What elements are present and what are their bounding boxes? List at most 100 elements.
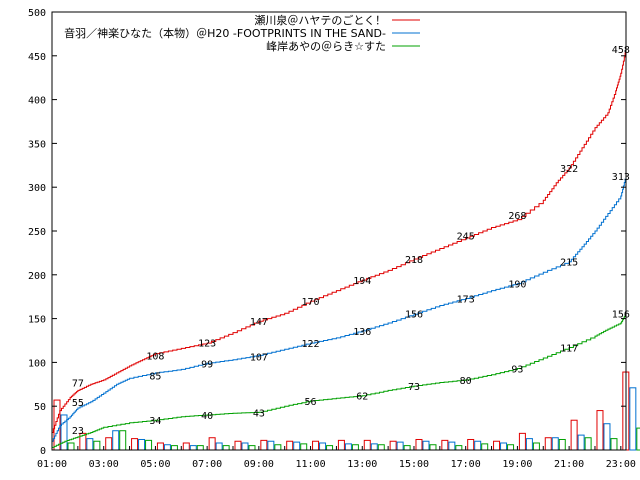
x-tick-label: 11:00 (296, 459, 326, 470)
data-label: 458 (612, 45, 630, 56)
y-tick-label: 500 (28, 8, 46, 19)
bar-1 (337, 439, 345, 451)
data-label: 93 (511, 365, 523, 376)
data-label: 34 (149, 416, 161, 427)
x-tick-label: 13:00 (347, 459, 377, 470)
bar-3 (351, 444, 359, 451)
bar-3 (507, 444, 515, 451)
legend-label: 音羽／神楽ひなた（本物）＠H20 -FOOTPRINTS IN THE SAND… (64, 26, 386, 40)
legend-label: 瀬川泉＠ハヤテのごとく！ (254, 13, 386, 27)
data-label: 136 (353, 327, 371, 338)
data-label: 56 (305, 397, 317, 408)
bar-1 (596, 410, 604, 451)
data-label: 215 (560, 258, 578, 269)
bar-2 (86, 438, 94, 451)
hourly-bars (53, 371, 640, 451)
series-line-1 (52, 48, 627, 433)
x-tick-label: 23:00 (606, 459, 636, 470)
x-tick-label: 21:00 (554, 459, 584, 470)
bar-3 (481, 443, 489, 451)
y-tick-label: 100 (28, 358, 46, 369)
bar-3 (377, 444, 385, 451)
x-tick-label: 05:00 (140, 459, 170, 470)
series-lines (52, 48, 627, 448)
bar-2 (344, 443, 352, 451)
bar-2 (319, 442, 327, 451)
bar-1 (312, 440, 320, 451)
x-tick-label: 09:00 (244, 459, 274, 470)
bar-1 (544, 437, 552, 451)
bar-2 (215, 442, 223, 451)
y-tick-label: 350 (28, 139, 46, 150)
y-tick-label: 250 (28, 227, 46, 238)
x-axis: 01:00 03:00 05:00 07:00 09:00 11:00 13:00 15:00… (37, 446, 636, 470)
x-tick-label: 07:00 (192, 459, 222, 470)
data-label: 123 (198, 338, 216, 349)
x-tick-label: 15:00 (399, 459, 429, 470)
bar-2 (267, 440, 275, 451)
bar-1 (467, 438, 475, 451)
bar-1 (105, 437, 113, 451)
x-tick-label: 03:00 (89, 459, 119, 470)
data-label: 156 (612, 309, 630, 320)
bar-3 (326, 445, 334, 451)
data-label: 147 (250, 317, 268, 328)
bar-2 (163, 444, 171, 451)
bar-3 (93, 440, 101, 451)
data-label: 40 (201, 411, 213, 422)
bar-1 (570, 419, 578, 451)
bar-2 (138, 438, 146, 451)
bar-3 (300, 443, 308, 451)
y-tick-label: 50 (34, 402, 46, 413)
bar-3 (196, 445, 204, 451)
bar-2 (525, 438, 533, 451)
bar-1 (208, 437, 216, 451)
series-line-3 (52, 313, 627, 448)
bar-1 (260, 439, 268, 451)
bar-1 (363, 439, 371, 451)
bar-3 (584, 437, 592, 451)
bar-3 (403, 445, 411, 451)
y-tick-label: 450 (28, 52, 46, 63)
bar-2 (551, 437, 559, 451)
data-label: 194 (353, 276, 371, 287)
bar-1 (182, 442, 190, 451)
bar-3 (429, 444, 437, 451)
x-tick-label: 17:00 (451, 459, 481, 470)
data-label: 190 (508, 280, 526, 291)
bar-2 (293, 441, 301, 451)
data-label: 117 (560, 344, 578, 355)
bar-3 (558, 438, 566, 451)
bar-2 (396, 441, 404, 451)
y-tick-label: 200 (28, 271, 46, 282)
y-tick-label: 300 (28, 183, 46, 194)
y-tick-label: 400 (28, 96, 46, 107)
bar-2 (241, 442, 249, 451)
bar-2 (603, 423, 611, 451)
bar-3 (119, 430, 127, 451)
bar-1 (156, 442, 164, 451)
bar-1 (415, 438, 423, 451)
data-label: 313 (612, 172, 630, 183)
data-label: 170 (302, 297, 320, 308)
data-label: 80 (460, 376, 472, 387)
bar-3 (610, 438, 618, 451)
bar-3 (274, 444, 282, 451)
data-label: 268 (508, 211, 526, 222)
data-labels: 77 108 123 147 170 194 218 245 268 322 458 55 85 99 10… (72, 45, 630, 437)
x-tick-label: 01:00 (37, 459, 67, 470)
bar-1 (518, 432, 526, 451)
bar-1 (234, 440, 242, 451)
bar-3 (170, 445, 178, 451)
bar-2 (422, 440, 430, 451)
bar-3 (67, 442, 75, 451)
data-label: 108 (146, 351, 164, 362)
data-label: 99 (201, 359, 213, 370)
bar-1 (286, 440, 294, 451)
bar-1 (493, 440, 501, 451)
data-label: 107 (250, 352, 268, 363)
data-label: 55 (72, 398, 84, 409)
bar-3 (532, 442, 540, 451)
y-axis: 0 50 100 150 200 250 300 350 400 450 500 (28, 8, 626, 457)
